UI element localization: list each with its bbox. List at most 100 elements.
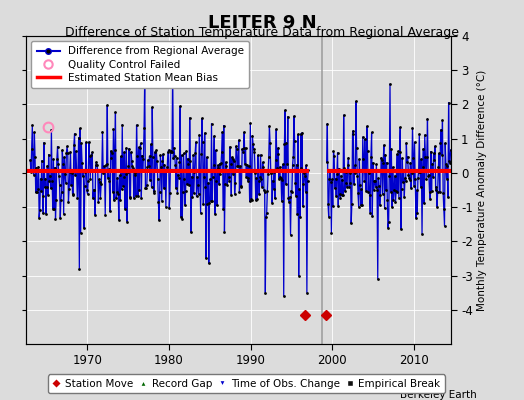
Point — [401, 178, 410, 184]
Point — [106, 148, 115, 154]
Point — [260, 189, 269, 196]
Point — [138, 152, 146, 159]
Point — [324, 201, 332, 207]
Point — [394, 189, 402, 195]
Point — [211, 147, 220, 154]
Point — [424, 172, 432, 179]
Point — [169, 66, 177, 73]
Point — [217, 159, 225, 166]
Point — [88, 149, 96, 156]
Point — [92, 162, 100, 168]
Point — [349, 128, 357, 134]
Point — [69, 192, 78, 198]
Point — [142, 185, 150, 192]
Point — [149, 154, 157, 160]
Point — [135, 187, 144, 194]
Point — [195, 132, 203, 138]
Point — [161, 168, 169, 174]
Point — [423, 116, 432, 122]
Point — [415, 131, 423, 137]
Point — [122, 171, 130, 178]
Point — [156, 188, 164, 195]
Point — [303, 178, 312, 184]
Point — [420, 200, 428, 207]
Point — [262, 214, 270, 221]
Point — [149, 188, 158, 194]
Point — [194, 191, 203, 197]
Point — [139, 156, 148, 162]
Point — [412, 214, 420, 221]
Point — [299, 203, 307, 210]
Point — [413, 210, 421, 217]
Point — [99, 170, 107, 176]
Point — [335, 191, 344, 197]
Point — [340, 164, 348, 171]
Point — [152, 147, 160, 154]
Point — [380, 205, 389, 212]
Point — [172, 154, 181, 161]
Point — [56, 215, 64, 222]
Point — [242, 173, 250, 180]
Point — [239, 144, 248, 151]
Point — [119, 182, 127, 189]
Point — [249, 146, 258, 153]
Point — [427, 148, 435, 155]
Point — [33, 189, 41, 195]
Point — [274, 151, 282, 157]
Point — [162, 168, 171, 174]
Point — [335, 165, 343, 172]
Point — [287, 188, 296, 194]
Point — [328, 176, 336, 183]
Point — [115, 217, 123, 223]
Point — [301, 173, 309, 179]
Point — [336, 194, 344, 201]
Point — [199, 139, 207, 145]
Point — [59, 161, 67, 167]
Point — [27, 146, 36, 152]
Point — [167, 148, 176, 154]
Point — [338, 176, 346, 183]
Y-axis label: Monthly Temperature Anomaly Difference (°C): Monthly Temperature Anomaly Difference (… — [477, 69, 487, 311]
Point — [59, 211, 68, 217]
Point — [392, 151, 401, 158]
Point — [416, 169, 424, 175]
Point — [204, 260, 213, 267]
Point — [76, 125, 84, 132]
Point — [367, 129, 376, 136]
Point — [218, 129, 226, 135]
Point — [438, 117, 446, 124]
Point — [440, 223, 449, 229]
Point — [399, 168, 408, 174]
Point — [150, 190, 158, 196]
Point — [77, 140, 85, 146]
Point — [61, 171, 69, 178]
Point — [117, 186, 126, 192]
Point — [247, 196, 256, 203]
Point — [140, 125, 148, 132]
Point — [222, 159, 230, 165]
Point — [409, 155, 417, 161]
Point — [356, 202, 365, 208]
Point — [184, 161, 192, 168]
Point — [174, 172, 182, 178]
Point — [187, 229, 195, 236]
Point — [433, 203, 441, 210]
Point — [281, 181, 290, 187]
Point — [243, 161, 251, 168]
Point — [104, 175, 112, 181]
Point — [73, 195, 82, 201]
Point — [148, 104, 157, 110]
Point — [124, 163, 133, 170]
Point — [376, 192, 385, 198]
Point — [254, 178, 263, 184]
Point — [131, 170, 139, 176]
Point — [35, 214, 43, 221]
Point — [364, 189, 373, 195]
Point — [431, 143, 439, 150]
Point — [245, 198, 254, 204]
Point — [208, 120, 216, 127]
Point — [424, 172, 433, 178]
Point — [178, 215, 187, 222]
Point — [290, 113, 298, 119]
Point — [48, 178, 56, 184]
